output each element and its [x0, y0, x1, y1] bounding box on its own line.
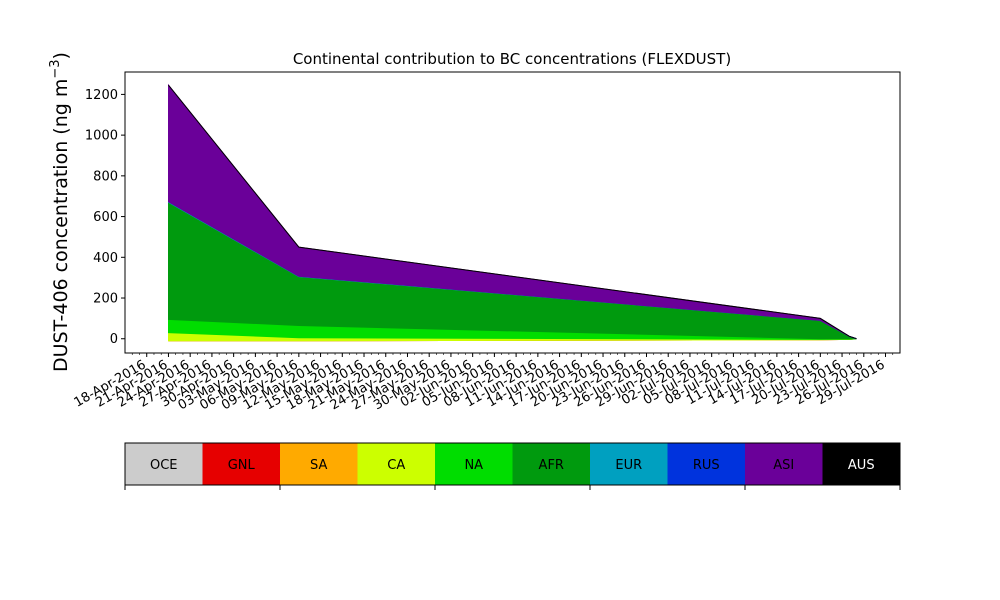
- y-axis-ticks: 0 200 400 600 800 1000 1200: [85, 88, 125, 347]
- legend-label-oce: OCE: [150, 458, 178, 473]
- y-tick-label: 200: [93, 292, 118, 307]
- legend-frame: [124, 442, 901, 486]
- legend-swatch-sa: [280, 443, 358, 485]
- legend-swatch-afr: [512, 443, 590, 485]
- legend-label-ca: CA: [387, 458, 405, 473]
- legend-swatch-aus: [822, 443, 900, 485]
- legend: OCE GNL SA CA NA AFR EUR RUS ASI AUS: [124, 442, 901, 490]
- y-axis-label: DUST-406 concentration (ng m−3): [48, 52, 72, 372]
- legend-label-asi: ASI: [773, 458, 794, 473]
- legend-swatch-na: [435, 443, 513, 485]
- plot-frame: [124, 71, 901, 354]
- x-axis-ticks: 18-Apr-201621-Apr-201624-Apr-201627-Apr-…: [72, 353, 894, 413]
- legend-label-sa: SA: [310, 458, 327, 473]
- y-axis-label-superscript: −3: [48, 59, 63, 78]
- legend-label-afr: AFR: [539, 458, 564, 473]
- legend-label-rus: RUS: [693, 458, 720, 473]
- chart-title: Continental contribution to BC concentra…: [293, 50, 731, 68]
- y-axis-label-main: DUST-406 concentration (ng m: [50, 79, 72, 372]
- y-tick-label: 600: [93, 210, 118, 225]
- y-tick-label: 1000: [85, 129, 118, 144]
- legend-label-gnl: GNL: [228, 458, 256, 473]
- legend-label-aus: AUS: [848, 458, 875, 473]
- legend-swatch-rus: [667, 443, 745, 485]
- legend-label-eur: EUR: [615, 458, 642, 473]
- legend-swatch-oce: [125, 443, 203, 485]
- y-axis-label-close: ): [50, 52, 72, 59]
- area-layers: [168, 83, 857, 342]
- legend-swatch-ca: [357, 443, 435, 485]
- y-tick-label: 1200: [85, 88, 118, 103]
- legend-swatch-eur: [590, 443, 668, 485]
- area-aus: [168, 84, 857, 340]
- legend-label-na: NA: [464, 458, 483, 473]
- y-tick-label: 400: [93, 251, 118, 266]
- legend-swatch-asi: [745, 443, 823, 485]
- legend-swatch-gnl: [202, 443, 280, 485]
- y-tick-label: 800: [93, 169, 118, 184]
- y-tick-label: 0: [110, 332, 118, 347]
